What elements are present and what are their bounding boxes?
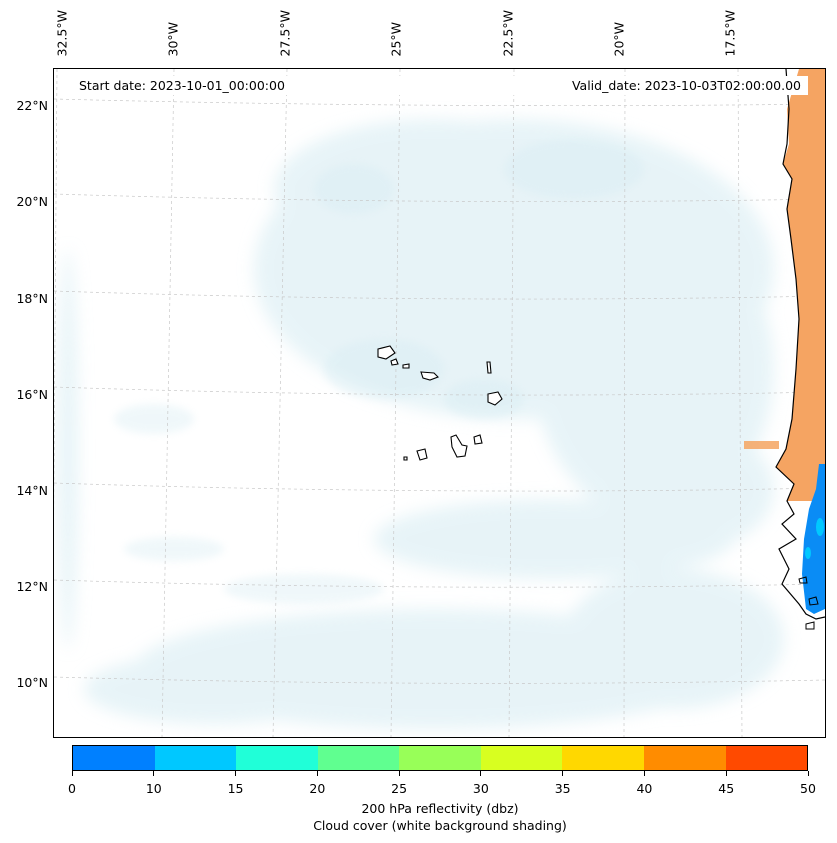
land-strip [744, 441, 779, 449]
reflectivity-echo [802, 464, 825, 614]
colorbar-tick-50 [807, 771, 809, 776]
colorbar-segment-0 [73, 746, 155, 770]
colorbar [72, 745, 808, 771]
colorbar-segment-8 [725, 746, 808, 770]
date-info-box: Start date: 2023-10-01_00:00:00 Valid_da… [72, 76, 808, 95]
colorbar-tick-40 [643, 771, 645, 776]
colorbar-tick-0 [71, 771, 73, 776]
start-date-label: Start date: 2023-10-01_00:00:00 [79, 78, 285, 93]
colorbar-tick-35 [562, 771, 564, 776]
colorbar-tick-label-50: 50 [800, 781, 816, 796]
colorbar-subtitle: Cloud cover (white background shading) [313, 818, 567, 833]
colorbar-segment-5 [480, 746, 563, 770]
valid-date-label: Valid_date: 2023-10-03T02:00:00.00 [571, 78, 801, 93]
lat-label-10n: 10°N [16, 675, 48, 690]
graticule [54, 69, 825, 737]
colorbar-tick-45 [725, 771, 727, 776]
colorbar-tick-label-20: 20 [309, 781, 326, 796]
lat-label-20n: 20°N [16, 194, 48, 209]
lat-label-18n: 18°N [16, 291, 48, 306]
lon-label-32-5w: 32.5°W [54, 10, 70, 57]
colorbar-tick-label-35: 35 [554, 781, 571, 796]
land-region [776, 69, 825, 501]
lat-label-14n: 14°N [16, 483, 48, 498]
colorbar-tick-label-0: 0 [68, 781, 76, 796]
colorbar-segment-3 [317, 746, 400, 770]
colorbar-tick-30 [480, 771, 482, 776]
lon-label-17-5w: 17.5°W [722, 10, 738, 57]
lon-label-20w: 20°W [611, 21, 627, 57]
lat-label-16n: 16°N [16, 387, 48, 402]
lon-label-27-5w: 27.5°W [277, 10, 293, 57]
cape-verde-islands [377, 345, 503, 461]
colorbar-tick-10 [153, 771, 155, 776]
colorbar-segment-6 [562, 746, 644, 770]
colorbar-title: 200 hPa reflectivity (dbz) [361, 801, 519, 816]
colorbar-tick-label-40: 40 [636, 781, 653, 796]
lon-label-25w: 25°W [388, 21, 404, 57]
coastal-islands [798, 576, 819, 630]
colorbar-tick-20 [316, 771, 318, 776]
colorbar-tick-15 [235, 771, 237, 776]
map-panel[interactable] [53, 68, 826, 738]
colorbar-segment-2 [236, 746, 318, 770]
colorbar-tick-25 [398, 771, 400, 776]
colorbar-tick-label-25: 25 [391, 781, 408, 796]
lon-label-22-5w: 22.5°W [500, 10, 516, 57]
colorbar-tick-label-30: 30 [472, 781, 489, 796]
lon-label-30w: 30°W [165, 21, 181, 57]
map-canvas[interactable] [54, 69, 825, 737]
colorbar-tick-label-10: 10 [145, 781, 162, 796]
colorbar-tick-label-15: 15 [227, 781, 244, 796]
colorbar-segment-4 [399, 746, 481, 770]
coastline-africa [775, 69, 825, 620]
colorbar-tick-label-45: 45 [718, 781, 735, 796]
reflectivity-core [816, 518, 824, 536]
cloud-cover-detail [114, 139, 644, 604]
lat-label-22n: 22°N [16, 98, 48, 113]
lat-label-12n: 12°N [16, 579, 48, 594]
colorbar-segment-1 [154, 746, 237, 770]
reflectivity-core-2 [805, 547, 811, 559]
colorbar-segment-7 [643, 746, 726, 770]
